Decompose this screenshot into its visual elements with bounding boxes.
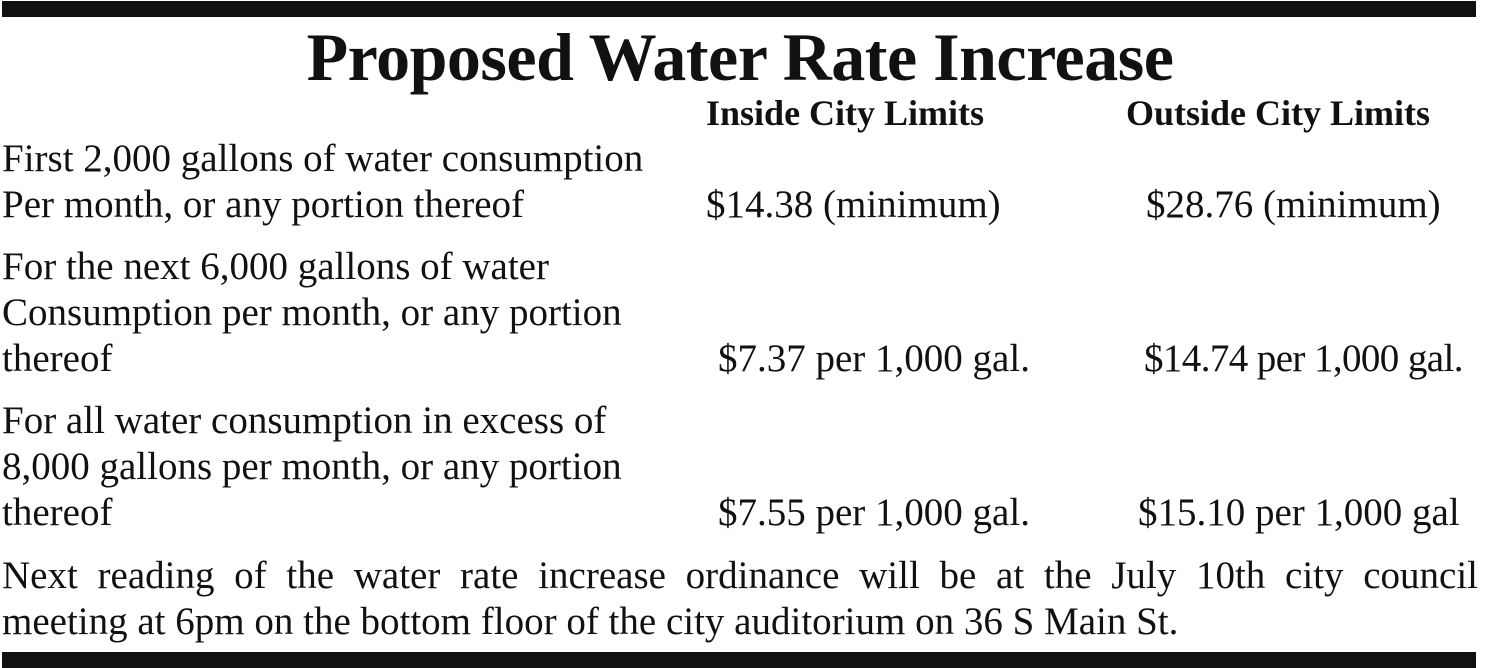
description-line: Consumption per month, or any portion	[2, 291, 622, 334]
outside-city-limits-header: Outside City Limits	[1126, 93, 1431, 133]
inside-city-limits-header: Inside City Limits	[706, 93, 985, 133]
description-line: thereof	[2, 337, 113, 380]
rate-row-description: For the next 6,000 gallons of water Cons…	[2, 244, 622, 382]
meeting-notice: Next reading of the water rate increase …	[2, 553, 1478, 645]
outside-rate: $14.74 per 1,000 gal.	[1144, 337, 1463, 380]
description-line: For the next 6,000 gallons of water	[2, 245, 549, 288]
bottom-rule	[2, 652, 1476, 668]
inside-rate: $14.38 (minimum)	[706, 183, 1001, 226]
meeting-notice-line-2: meeting at 6pm on the bottom floor of th…	[2, 600, 1179, 643]
inside-rate: $7.37 per 1,000 gal.	[718, 337, 1030, 380]
top-rule	[2, 1, 1476, 17]
outside-rate: $15.10 per 1,000 gal	[1138, 491, 1460, 534]
rate-row-description: For all water consumption in excess of 8…	[2, 398, 622, 536]
description-line: 8,000 gallons per month, or any portion	[2, 445, 622, 488]
description-line: thereof	[2, 491, 113, 534]
description-line: For all water consumption in excess of	[2, 399, 607, 442]
rate-row-description: First 2,000 gallons of water consumption…	[2, 136, 643, 228]
meeting-notice-line-1: Next reading of the water rate increase …	[2, 554, 1478, 597]
inside-rate: $7.55 per 1,000 gal.	[718, 491, 1030, 534]
notice-title: Proposed Water Rate Increase	[306, 19, 1174, 95]
outside-rate: $28.76 (minimum)	[1146, 183, 1441, 226]
description-line: First 2,000 gallons of water consumption	[2, 137, 644, 180]
description-line: Per month, or any portion thereof	[2, 183, 525, 226]
